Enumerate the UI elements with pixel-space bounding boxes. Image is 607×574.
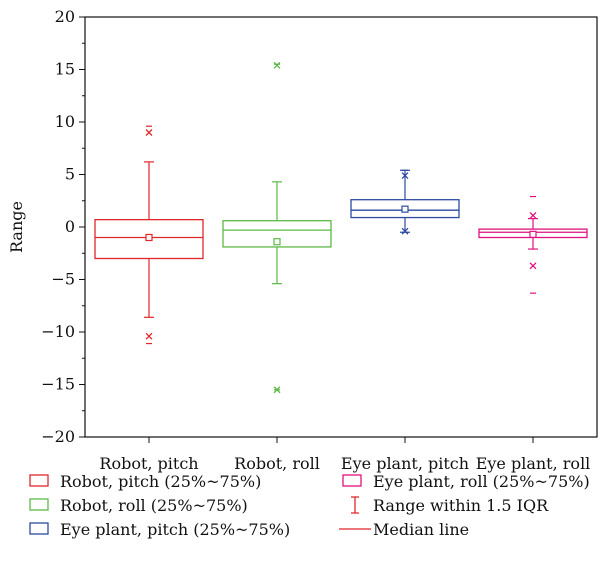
legend-label: Range within 1.5 IQR [373, 496, 549, 515]
outlier-point [529, 211, 537, 219]
iqr-box [222, 220, 332, 248]
legend-label: Eye plant, pitch (25%~75%) [60, 520, 290, 539]
outlier-point [145, 332, 153, 340]
outlier-point [529, 262, 537, 270]
legend-item: Range within 1.5 IQR [351, 496, 549, 515]
y-tick-label: −5 [51, 270, 75, 289]
legend-item: Eye plant, roll (25%~75%) [342, 472, 590, 491]
box-robot-pitch [94, 125, 204, 345]
x-tick-label: Robot, roll [234, 454, 320, 473]
y-tick-label: 5 [65, 165, 75, 184]
legend: Robot, pitch (25%~75%) Robot, roll (25%~7… [29, 472, 590, 539]
outlier-point [401, 227, 409, 235]
box-eye-plant-pitch [350, 169, 460, 235]
legend-label: Median line [373, 520, 469, 539]
mean-marker [273, 238, 281, 246]
legend-item: Robot, pitch (25%~75%) [29, 472, 261, 491]
x-tick-label: Eye plant, pitch [341, 454, 469, 473]
y-tick-label: −20 [41, 427, 75, 446]
box-series [94, 61, 588, 394]
legend-swatch [342, 474, 362, 487]
legend-item: Robot, roll (25%~75%) [29, 496, 248, 515]
legend-label: Robot, pitch (25%~75%) [60, 472, 261, 491]
legend-swatch [29, 474, 49, 487]
y-axis-label: Range [7, 201, 26, 253]
mean-marker [145, 233, 153, 242]
legend-range-icon [351, 496, 359, 514]
y-tick-label: 20 [55, 7, 75, 26]
legend-item: Median line [339, 520, 469, 539]
y-tick-label: 0 [65, 217, 75, 236]
legend-label: Robot, roll (25%~75%) [60, 496, 248, 515]
legend-item: Eye plant, pitch (25%~75%) [29, 520, 290, 539]
plot-frame [84, 16, 598, 438]
outlier-point [401, 172, 409, 180]
mean-marker [401, 205, 409, 213]
iqr-box [350, 199, 460, 219]
outlier-point [145, 129, 153, 136]
mean-marker [529, 230, 537, 238]
y-tick-label: 10 [55, 112, 75, 131]
legend-label: Eye plant, roll (25%~75%) [373, 472, 590, 491]
legend-swatch [29, 498, 49, 511]
y-tick-label: −10 [41, 322, 75, 341]
y-tick-label: 15 [55, 60, 75, 79]
axes: −20 −15 −10 −5 0 5 10 15 20 Robot, pitch Robot, ro… [41, 7, 598, 473]
box-robot-roll [222, 61, 332, 394]
y-tick-label: −15 [41, 375, 75, 394]
legend-swatch [29, 522, 49, 535]
x-tick-label: Eye plant, roll [476, 454, 591, 473]
x-tick-label: Robot, pitch [99, 454, 198, 473]
box-eye-plant-roll [478, 195, 588, 294]
iqr-box [94, 218, 204, 260]
outlier-point [273, 61, 281, 69]
